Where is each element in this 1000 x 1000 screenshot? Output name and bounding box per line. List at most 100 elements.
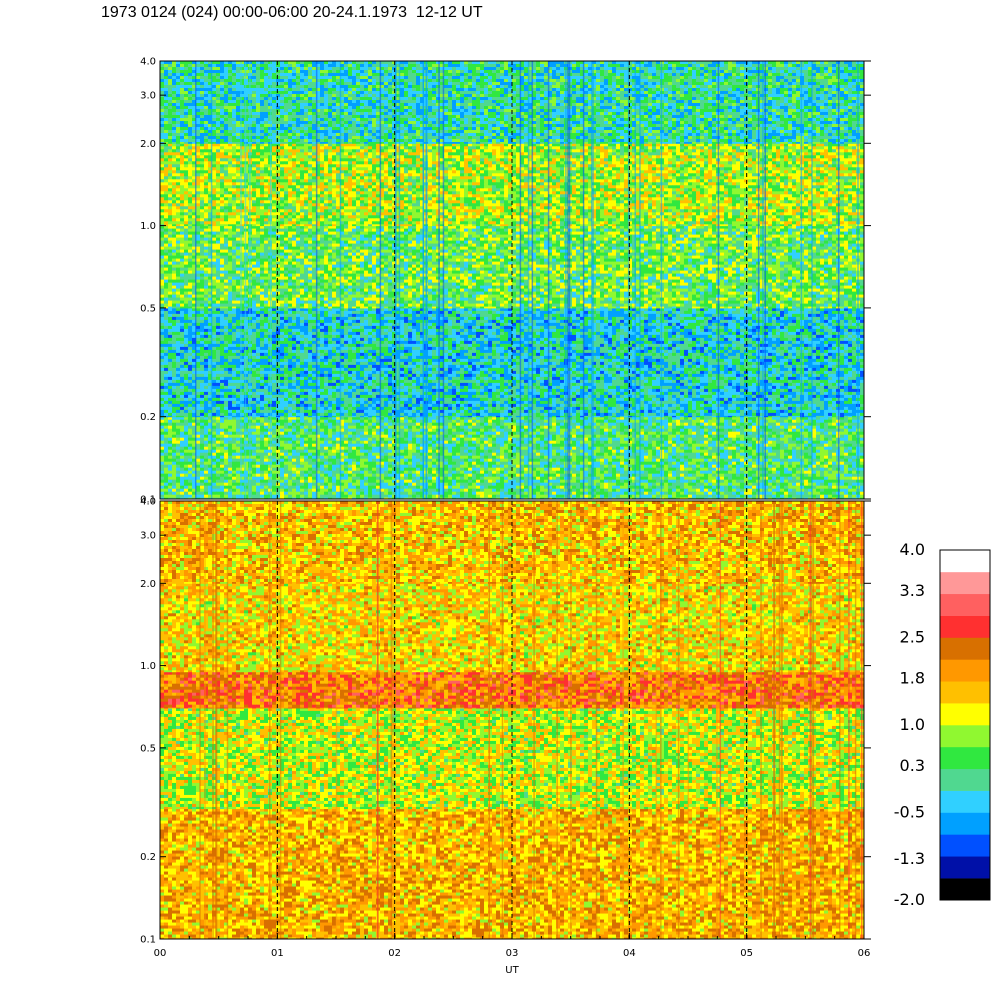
spectrogram-cell [556,420,561,424]
spectrogram-cell [576,420,581,424]
spectrogram-cell [412,420,417,424]
spectrogram-cell [832,420,837,424]
spectrogram-cell [772,423,777,427]
spectrogram-cell [652,423,657,427]
spectrogram-cell [540,417,545,421]
spectrogram-cell [256,417,261,421]
spectrogram-cell [676,423,681,427]
spectrogram-cell [688,423,693,427]
spectrogram-cell [384,426,389,430]
spectrogram-cell [432,420,437,424]
spectrogram-cell [324,423,329,427]
spectrogram-cell [792,423,797,427]
panel-upper: 0.10.20.51.02.03.04.0 [140,57,871,506]
spectrogram-cell [284,417,289,421]
spectrogram-cell [540,420,545,424]
spectrogram-cell [504,423,509,427]
spectrogram-cell [232,420,237,424]
spectrogram-cell [252,423,257,427]
spectrogram-cell [284,420,289,424]
spectrogram-cell [296,426,301,430]
spectrogram-cell [676,420,681,424]
spectrogram-cell [444,423,449,427]
spectrogram-cell [280,420,285,424]
spectrogram-cell [652,420,657,424]
spectrogram-cell [188,417,193,421]
spectrogram-cell [732,420,737,424]
spectrogram-cell [752,420,757,424]
spectrogram-cell [216,423,221,427]
spectrogram-cell [656,417,661,421]
spectrogram-cell [332,420,337,424]
spectrogram-cell [348,417,353,421]
spectrogram-cell [220,417,225,421]
spectrogram-cell [596,420,601,424]
spectrogram-cell [820,417,825,421]
spectrogram-cell [484,423,489,427]
spectrogram-cell [412,426,417,430]
spectrogram-cell [724,417,729,421]
spectrogram-cell [468,423,473,427]
spectrogram-cell [696,420,701,424]
spectrogram-cell [184,417,189,421]
spectrogram-cell [348,423,353,427]
spectrogram-cell [196,426,201,430]
spectrogram-cell [616,420,621,424]
spectrogram-cell [400,426,405,430]
spectrogram-cell [828,417,833,421]
spectrogram-cell [172,423,177,427]
spectrogram-cell [652,417,657,421]
spectrogram-cell [324,417,329,421]
spectrogram-cell [332,423,337,427]
spectrogram-chart: 0.10.20.51.02.03.04.00.10.20.51.02.03.04… [0,0,1000,1000]
spectrogram-cell [792,420,797,424]
spectrogram-cell [284,426,289,430]
spectrogram-cell [512,423,517,427]
spectrogram-cell [768,417,773,421]
spectrogram-cell [456,423,461,427]
spectrogram-cell [720,417,725,421]
spectrogram-cell [368,417,373,421]
spectrogram-cell [184,426,189,430]
spectrogram-cell [164,423,169,427]
spectrogram-cell [404,417,409,421]
spectrogram-cell [260,423,265,427]
spectrogram-cell [288,420,293,424]
spectrogram-cell [184,423,189,427]
spectrogram-cell [852,417,857,421]
spectrogram-cell [372,423,377,427]
spectrogram-cell [648,423,653,427]
spectrogram-cell [824,420,829,424]
spectrogram-cell [432,417,437,421]
spectrogram-cell [408,417,413,421]
spectrogram-cell [576,417,581,421]
spectrogram-cell [452,420,457,424]
spectrogram-cell [680,423,685,427]
spectrogram-cell [344,420,349,424]
spectrogram-cell [500,420,505,424]
spectrogram-cell [352,426,357,430]
spectrogram-cell [700,420,705,424]
spectrogram-cell [164,420,169,424]
spectrogram-cell [204,426,209,430]
spectrogram-cell [164,417,169,421]
spectrogram-cell [224,426,229,430]
spectrogram-cell [360,417,365,421]
spectrogram-cell [752,423,757,427]
spectrogram-cell [480,420,485,424]
spectrogram-cell [668,420,673,424]
spectrogram-cell [252,417,257,421]
spectrogram-cell [312,420,317,424]
spectrogram-cell [820,420,825,424]
spectrogram-cell [260,420,265,424]
spectrogram-cell [680,417,685,421]
spectrogram-cell [736,420,741,424]
spectrogram-cell [200,423,205,427]
spectrogram-cell [232,417,237,421]
spectrogram-cell [572,420,577,424]
spectrogram-cell [356,423,361,427]
spectrogram-cell [472,423,477,427]
spectrogram-cell [476,417,481,421]
spectrogram-cell [684,420,689,424]
spectrogram-cell [460,423,465,427]
